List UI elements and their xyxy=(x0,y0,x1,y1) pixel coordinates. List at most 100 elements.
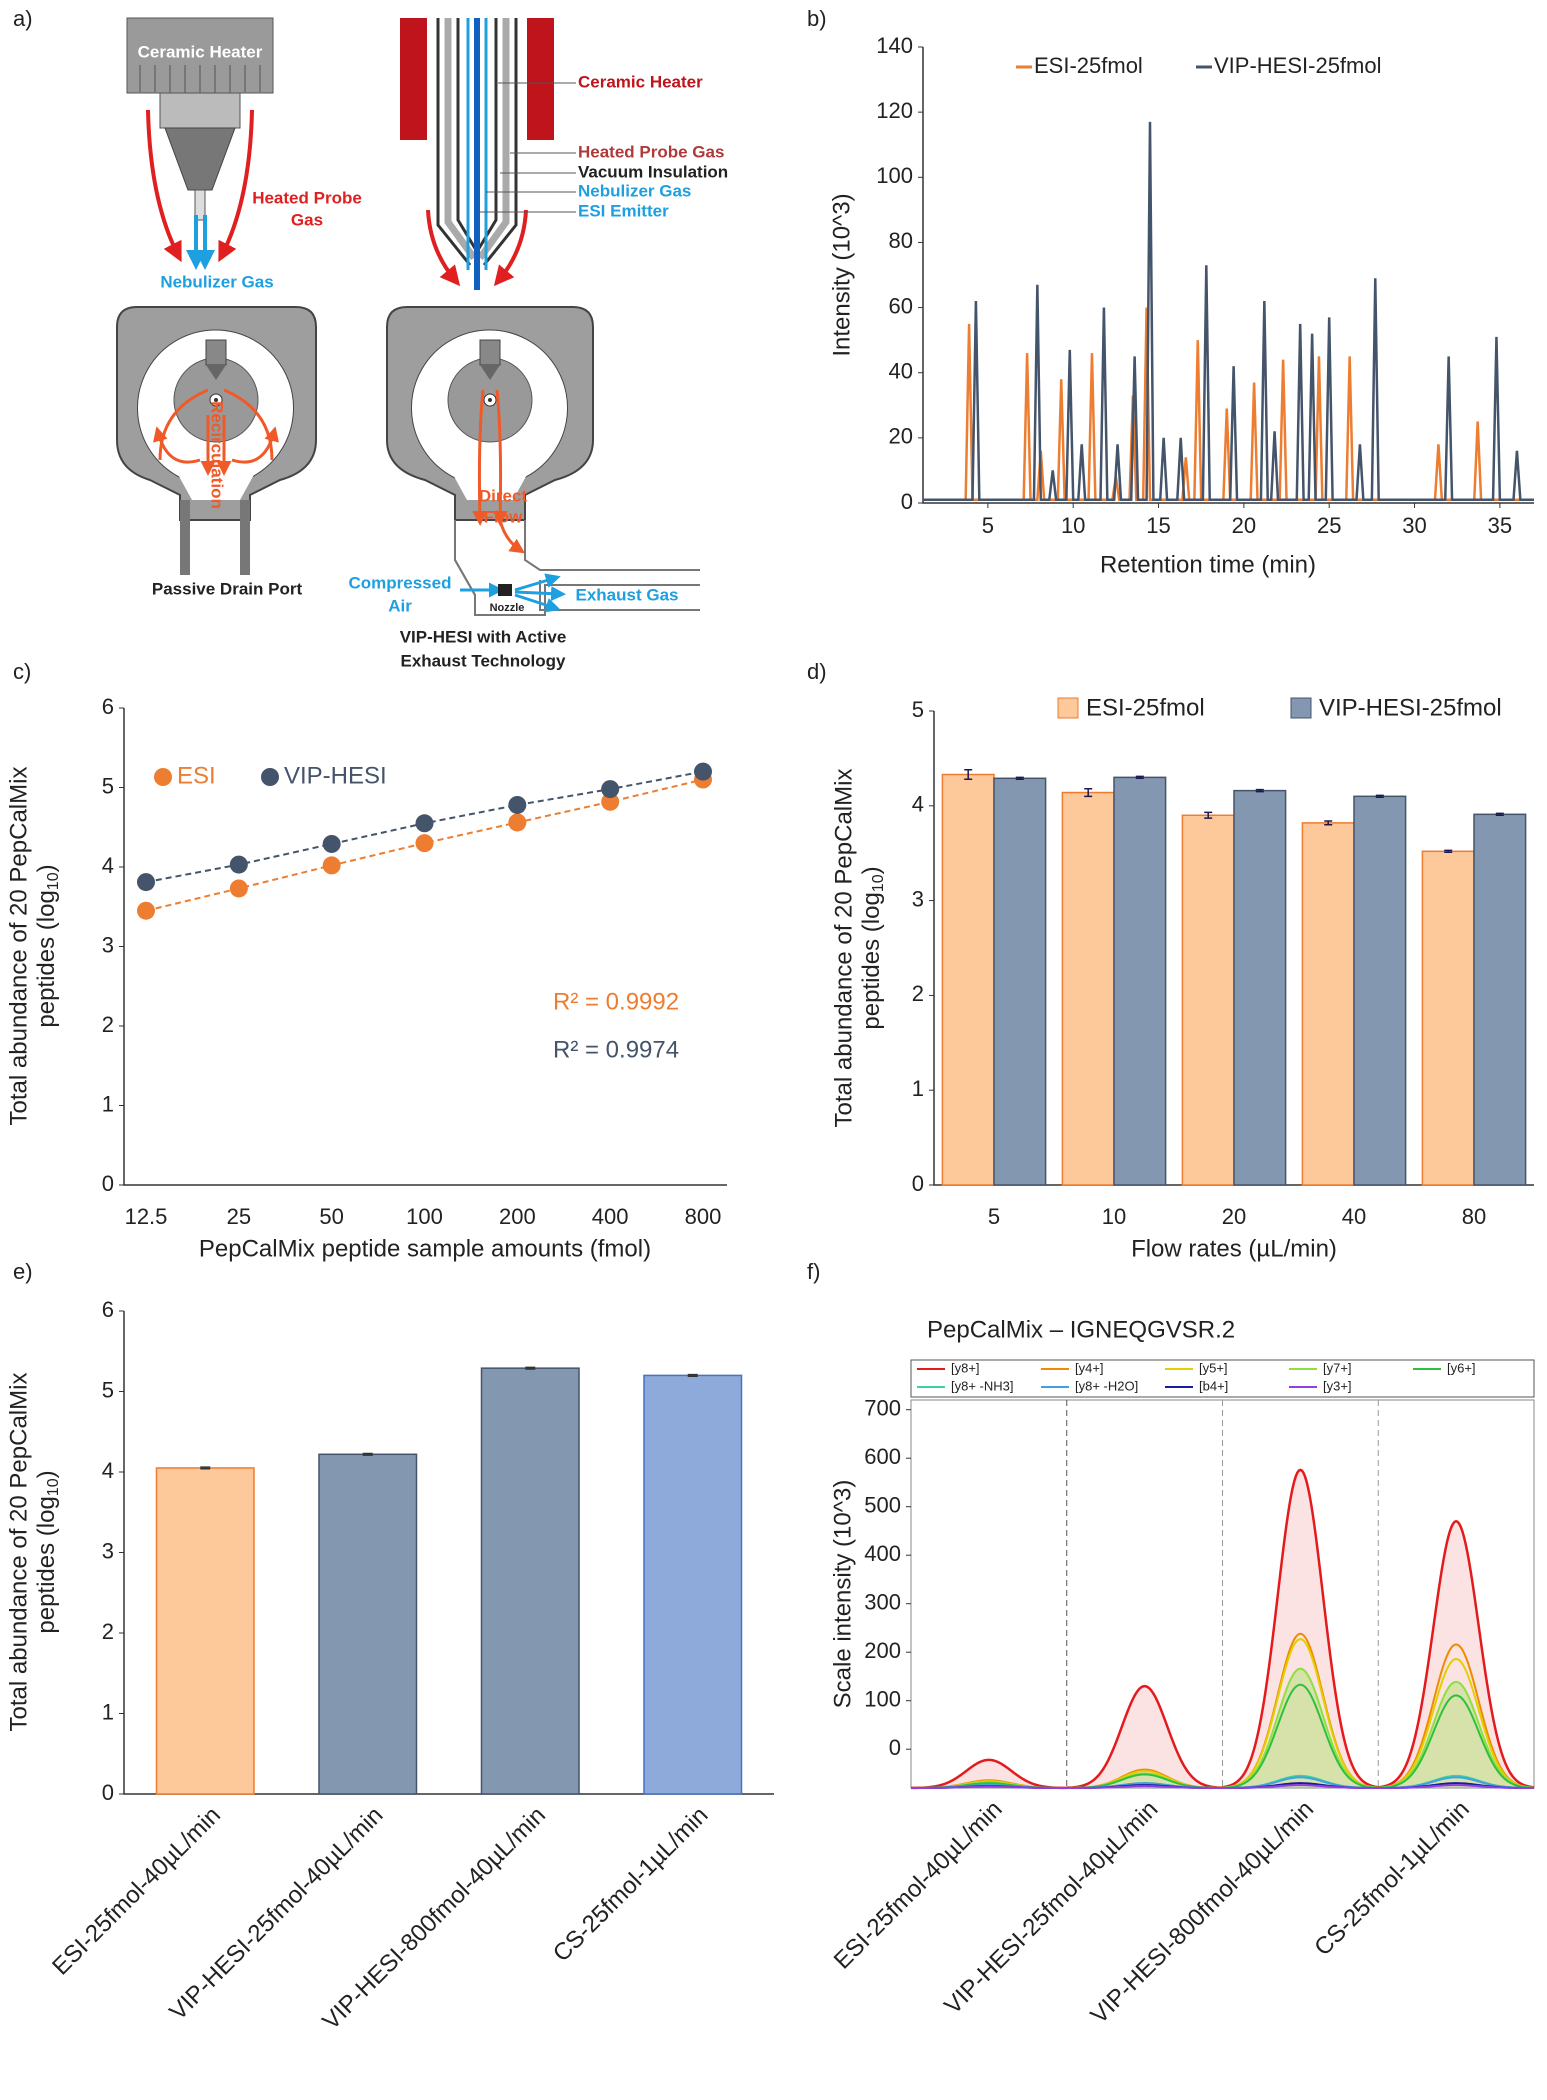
label: Nozzle xyxy=(490,602,525,614)
x-tick-label: 10 xyxy=(1102,1204,1126,1229)
label: Nebulizer Gas xyxy=(578,181,691,200)
panel-label: c) xyxy=(13,659,31,684)
x-tick-label: 25 xyxy=(1317,513,1341,538)
peak-area xyxy=(1378,1681,1534,1788)
bar xyxy=(318,1453,418,1795)
error-bar xyxy=(1204,811,1213,819)
legend-label: [y3+] xyxy=(1323,1378,1352,1393)
panel-label: f) xyxy=(807,1259,820,1284)
y-tick-label: 700 xyxy=(864,1396,901,1421)
y-tick-label: 120 xyxy=(876,98,913,123)
legend-label: [y4+] xyxy=(1075,1360,1104,1375)
legend-label: [y8+] xyxy=(951,1360,980,1375)
error-bar xyxy=(1375,794,1384,799)
y-tick-label: 80 xyxy=(889,228,913,253)
y-tick-label: 0 xyxy=(912,1171,924,1196)
peak xyxy=(1222,1638,1379,1789)
y-tick-label: 0 xyxy=(102,1780,114,1805)
bar xyxy=(1421,850,1475,1186)
y-axis-title: Scale intensity (10^3) xyxy=(829,1480,856,1709)
y-tick-label: 4 xyxy=(102,1458,114,1483)
y-tick-label: 5 xyxy=(102,773,114,798)
marker xyxy=(322,834,341,853)
legend-label: [y8+ -H2O] xyxy=(1075,1378,1138,1393)
peak xyxy=(911,1785,1067,1789)
y-axis-title-part: peptides (log xyxy=(858,892,885,1029)
error-bar xyxy=(362,1452,373,1456)
bar xyxy=(643,1374,743,1795)
label: ESI Emitter xyxy=(578,201,669,220)
y-axis-title: Intensity (10^3) xyxy=(828,193,855,356)
y-tick-label: 4 xyxy=(102,853,114,878)
legend-label: [b4+] xyxy=(1199,1378,1228,1393)
x-axis-title: PepCalMix peptide sample amounts (fmol) xyxy=(199,1235,651,1262)
y-tick-label: 1 xyxy=(912,1076,924,1101)
label: Heated Probe xyxy=(252,188,362,207)
panel-label: e) xyxy=(13,1259,33,1284)
marker xyxy=(415,834,434,853)
y-tick-label: 3 xyxy=(102,1538,114,1563)
bar xyxy=(480,1367,580,1795)
marker xyxy=(508,813,527,832)
label: Compressed xyxy=(349,573,452,592)
x-axis-title: Retention time (min) xyxy=(1100,551,1316,578)
y-axis-title-part: ) xyxy=(33,1470,60,1478)
marker xyxy=(229,855,248,874)
peak xyxy=(1378,1694,1535,1789)
legend-label: VIP-HESI xyxy=(284,762,387,789)
label: Passive Drain Port xyxy=(152,579,303,598)
y-axis-title-sub: 10 xyxy=(45,1478,62,1496)
x-tick-label: 200 xyxy=(499,1204,536,1229)
y-tick-label: 5 xyxy=(912,697,924,722)
bar xyxy=(1353,795,1407,1186)
peak xyxy=(1066,1684,1223,1789)
peak-area xyxy=(911,1759,1067,1788)
error-bar xyxy=(1444,849,1453,854)
peak xyxy=(1066,1785,1223,1789)
bar xyxy=(1301,822,1355,1186)
y-axis-title-sub: 10 xyxy=(870,874,887,892)
marker xyxy=(415,814,434,833)
label: Exhaust Technology xyxy=(401,651,567,670)
series-line xyxy=(923,121,1534,501)
legend-label: ESI-25fmol xyxy=(1034,53,1143,78)
label: Ceramic Heater xyxy=(578,72,703,91)
x-tick-label: ESI-25fmol-40µL/min xyxy=(829,1796,1008,1975)
y-tick-label: 2 xyxy=(912,981,924,1006)
y-tick-label: 200 xyxy=(864,1638,901,1663)
x-tick-label: CS-25fmol-1µL/min xyxy=(1309,1796,1475,1962)
y-tick-label: 6 xyxy=(102,1297,114,1322)
label: Heated Probe Gas xyxy=(578,142,724,161)
y-tick-label: 140 xyxy=(876,33,913,58)
error-bar xyxy=(1324,820,1333,826)
marker xyxy=(229,879,248,898)
x-tick-label: 80 xyxy=(1462,1204,1486,1229)
y-tick-label: 400 xyxy=(864,1541,901,1566)
legend-label: VIP-HESI-25fmol xyxy=(1319,694,1502,721)
peak-area xyxy=(1066,1773,1223,1788)
panel-label: a) xyxy=(13,6,33,31)
peak-area xyxy=(1222,1469,1379,1788)
bar xyxy=(1233,789,1287,1186)
bar xyxy=(1181,814,1235,1186)
legend-swatch xyxy=(154,768,172,786)
marker xyxy=(322,856,341,875)
y-tick-label: 4 xyxy=(912,792,924,817)
legend-label: [y6+] xyxy=(1447,1360,1476,1375)
y-axis-title: Total abundance of 20 PepCalMix xyxy=(830,769,857,1128)
peak xyxy=(910,1758,1067,1790)
x-tick-label: 35 xyxy=(1488,513,1512,538)
y-axis-title-part: peptides (log xyxy=(33,890,60,1027)
series-line xyxy=(923,307,1534,501)
label: Vacuum Insulation xyxy=(578,162,728,181)
x-tick-label: 5 xyxy=(988,1204,1000,1229)
x-tick-label: 15 xyxy=(1146,513,1170,538)
y-axis-title: Total abundance of 20 PepCalMix xyxy=(5,767,32,1126)
x-tick-label: 20 xyxy=(1232,513,1256,538)
x-tick-label: 800 xyxy=(685,1204,722,1229)
x-tick-label: 20 xyxy=(1222,1204,1246,1229)
marker xyxy=(694,762,712,781)
y-tick-label: 100 xyxy=(876,163,913,188)
y-tick-label: 0 xyxy=(102,1171,114,1196)
